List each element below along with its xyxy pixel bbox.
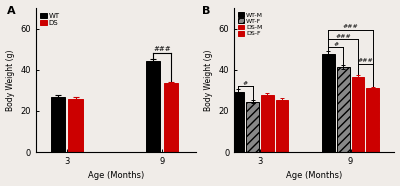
Text: ###: ### <box>335 34 351 39</box>
Bar <box>276 100 288 152</box>
Bar <box>164 83 178 152</box>
Text: ###: ### <box>153 46 171 52</box>
Bar <box>337 67 350 152</box>
Bar <box>231 92 244 152</box>
Text: #: # <box>242 81 248 86</box>
X-axis label: Age (Months): Age (Months) <box>286 171 342 180</box>
Legend: WT, DS: WT, DS <box>39 12 61 26</box>
Text: ###: ### <box>343 24 358 29</box>
Y-axis label: Body Weight (g): Body Weight (g) <box>6 49 14 111</box>
Bar <box>261 95 274 152</box>
Bar <box>366 88 379 152</box>
Bar <box>352 77 364 152</box>
Text: A: A <box>7 6 15 16</box>
Bar <box>146 61 160 152</box>
Bar <box>68 99 83 152</box>
Text: B: B <box>202 6 210 16</box>
Bar <box>322 54 335 152</box>
Bar <box>246 102 259 152</box>
Y-axis label: Body Weight (g): Body Weight (g) <box>204 49 213 111</box>
Legend: WT-M, WT-F, DS-M, DS-F: WT-M, WT-F, DS-M, DS-F <box>237 12 264 37</box>
Bar <box>51 97 65 152</box>
X-axis label: Age (Months): Age (Months) <box>88 171 144 180</box>
Text: #: # <box>333 42 338 47</box>
Text: ###: ### <box>358 58 373 63</box>
